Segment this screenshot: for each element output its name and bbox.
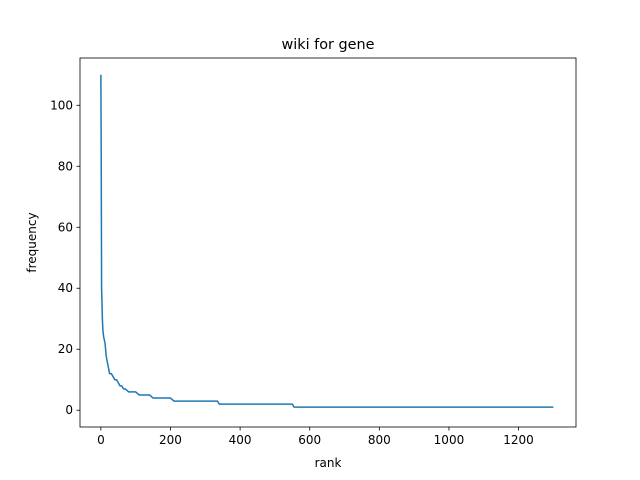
x-tick-label: 200 — [159, 433, 182, 447]
x-tick-label: 600 — [298, 433, 321, 447]
y-tick-label: 20 — [58, 342, 73, 356]
plot-frame — [79, 57, 577, 428]
y-tick-label: 0 — [65, 403, 73, 417]
x-tick-label: 0 — [97, 433, 105, 447]
series-line — [100, 74, 554, 408]
y-tick-label: 80 — [58, 159, 73, 173]
y-axis-label: frequency — [25, 212, 39, 272]
plot-area — [100, 74, 554, 408]
y-tick-label: 100 — [50, 98, 73, 112]
axis-ticks: 0 200 400 600 800 1000 1200 0 20 40 60 80 100 — [50, 98, 534, 447]
x-tick-label: 800 — [368, 433, 391, 447]
x-tick-label: 1200 — [503, 433, 534, 447]
chart-title: wiki for gene — [282, 37, 375, 53]
y-tick-label: 60 — [58, 220, 73, 234]
x-tick-label: 400 — [229, 433, 252, 447]
y-tick-label: 40 — [58, 281, 73, 295]
x-tick-label: 1000 — [434, 433, 465, 447]
x-axis-label: rank — [315, 456, 342, 470]
